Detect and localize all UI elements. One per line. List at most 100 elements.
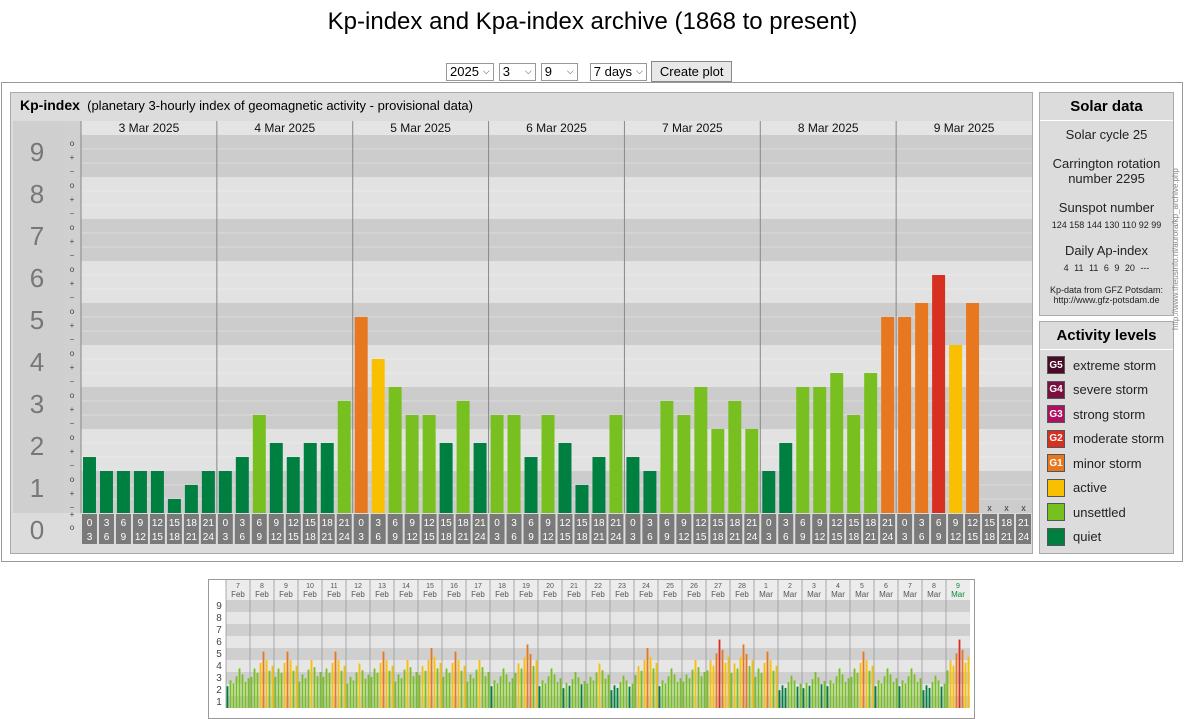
overview-y-label: 3 [216, 673, 222, 684]
side-credit: http://www.theusinfo.nl/aurora/kp_archiv… [1171, 168, 1180, 330]
y-subtick-label: + [70, 363, 75, 372]
hour-start-label: 0 [223, 518, 229, 529]
y-subtick-label: o [70, 349, 75, 358]
overview-bar [715, 653, 718, 708]
hour-start-label: 9 [138, 518, 144, 529]
overview-bar [805, 682, 808, 708]
overview-day-label: 18 [498, 583, 506, 590]
hour-end-label: 6 [375, 532, 381, 543]
overview-bar [415, 672, 418, 708]
hour-end-label: 9 [121, 532, 127, 543]
y-tick-label: 4 [30, 347, 44, 377]
overview-bar [934, 675, 937, 708]
hour-start-label: 12 [559, 518, 571, 529]
overview-bar [895, 678, 898, 708]
hour-box [608, 514, 624, 544]
kp-bar [847, 415, 861, 513]
hour-end-label: 15 [695, 532, 707, 543]
hour-start-label: 0 [766, 518, 772, 529]
hour-start-label: 3 [104, 518, 110, 529]
overview-bar [793, 680, 796, 708]
overview-bar [688, 678, 691, 708]
month-select[interactable]: 3 ⌵ [498, 62, 536, 81]
overview-day-label: 16 [450, 583, 458, 590]
hour-start-label: 9 [545, 518, 551, 529]
kp-band [81, 135, 1032, 177]
hour-box [557, 514, 573, 544]
overview-bar [436, 668, 439, 708]
activity-level-item: G1 minor storm [1040, 451, 1173, 476]
overview-bar [607, 674, 610, 708]
level-label: strong storm [1073, 406, 1146, 422]
overview-bar [634, 675, 637, 708]
overview-bar [637, 666, 640, 708]
activity-level-item: G3 strong storm [1040, 402, 1173, 427]
hour-start-label: 15 [712, 518, 724, 529]
kp-bar [337, 400, 351, 513]
hour-box [421, 514, 437, 544]
kp-label: Kp-index [20, 97, 80, 113]
overview-bar [958, 639, 961, 708]
hour-end-label: 12 [814, 532, 826, 543]
kp-bar [133, 471, 147, 513]
overview-bar [307, 669, 310, 708]
overview-bar [250, 676, 253, 708]
overview-bar [766, 651, 769, 708]
chevron-down-icon: ⌵ [482, 66, 490, 76]
day-value: 9 [544, 64, 552, 79]
overview-bar [319, 672, 322, 708]
hour-start-label: 15 [441, 518, 453, 529]
overview-bar [718, 639, 721, 708]
overview-bar [967, 656, 970, 708]
overview-bar [421, 666, 424, 708]
kp-band [81, 177, 1032, 219]
create-plot-button[interactable]: Create plot [650, 61, 733, 82]
level-label: active [1073, 480, 1107, 496]
overview-bar [484, 676, 487, 708]
hour-box [523, 514, 539, 544]
hour-end-label: 12 [271, 532, 283, 543]
overview-bar [367, 674, 370, 708]
overview-bar [373, 668, 376, 708]
kp-bar [609, 415, 623, 513]
hour-end-label: 18 [169, 532, 181, 543]
hour-box [285, 514, 301, 544]
hour-start-label: 15 [576, 518, 588, 529]
kp-bar [762, 471, 776, 513]
hour-end-label: 24 [203, 532, 215, 543]
overview-bar [931, 682, 934, 708]
overview-y-label: 7 [216, 625, 222, 636]
overview-bar [514, 673, 517, 708]
kp-bar [677, 415, 691, 513]
overview-band [226, 684, 970, 696]
hour-end-label: 15 [559, 532, 571, 543]
overview-bar [952, 665, 955, 708]
overview-bar [901, 680, 904, 708]
overview-bar [577, 677, 580, 708]
day-label: 9 Mar 2025 [934, 121, 995, 135]
kp-bar [218, 471, 232, 513]
year-select[interactable]: 2025 ⌵ [446, 62, 494, 81]
level-badge: G1 [1047, 454, 1065, 473]
overview-bar [424, 670, 427, 708]
overview-bar [928, 687, 931, 708]
hour-box [336, 514, 352, 544]
range-select[interactable]: 7 days ⌵ [589, 62, 647, 81]
overview-bar [811, 679, 814, 708]
kp-bar [779, 442, 793, 513]
overview-month-label: Feb [519, 590, 533, 599]
level-badge: G4 [1047, 380, 1065, 399]
overview-bar [748, 666, 751, 708]
hour-end-label: 3 [902, 532, 908, 543]
day-select[interactable]: 9 ⌵ [540, 62, 578, 81]
hour-end-label: 24 [1018, 532, 1030, 543]
kp-bar [881, 316, 895, 513]
kp-bar [643, 471, 657, 513]
overview-bar [913, 674, 916, 708]
overview-bar [442, 676, 445, 708]
day-label: 7 Mar 2025 [662, 121, 723, 135]
y-subtick-label: o [70, 181, 75, 190]
overview-day-label: 20 [546, 583, 554, 590]
hour-end-label: 24 [882, 532, 894, 543]
hour-box [217, 514, 233, 544]
